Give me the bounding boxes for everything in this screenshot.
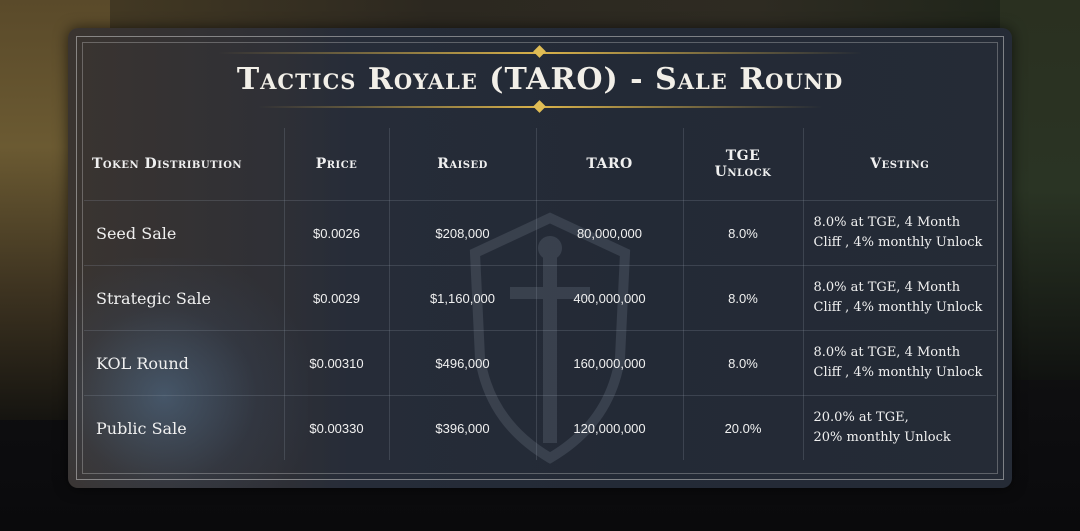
page-title: Tactics Royale (TARO) - Sale Round (236, 62, 844, 97)
row-vesting: 20.0% at TGE, 20% monthly Unlock (802, 395, 996, 460)
row-taro: 120,000,000 (535, 395, 684, 460)
row-name: KOL Round (84, 330, 285, 396)
row-raised: $1,160,000 (388, 265, 537, 331)
table-header-row: Token Distribution Price Raised TARO TGE… (84, 128, 996, 201)
row-tge-unlock: 20.0% (682, 395, 804, 460)
table-row: KOL Round $0.00310 $496,000 160,000,000 … (84, 330, 996, 396)
row-raised: $496,000 (388, 330, 537, 396)
panel-frame-outer (76, 36, 1004, 480)
background-right-foliage (1000, 0, 1080, 380)
table-row: Strategic Sale $0.0029 $1,160,000 400,00… (84, 265, 996, 331)
vesting-line-2: Cliff , 4% monthly Unlock (813, 365, 983, 380)
sale-round-panel: Tactics Royale (TARO) - Sale Round Token… (68, 28, 1012, 488)
vesting-line-2: 20% monthly Unlock (813, 430, 951, 445)
row-raised: $208,000 (388, 200, 537, 266)
row-raised: $396,000 (388, 395, 537, 460)
table-row: Seed Sale $0.0026 $208,000 80,000,000 8.… (84, 200, 996, 266)
row-tge-unlock: 8.0% (682, 200, 804, 266)
row-vesting: 8.0% at TGE, 4 Month Cliff , 4% monthly … (802, 200, 996, 266)
row-price: $0.0026 (283, 200, 390, 266)
row-price: $0.00330 (283, 395, 390, 460)
title-gold-diamond-top (533, 45, 546, 58)
col-header-tge-unlock: TGE Unlock (682, 128, 804, 201)
row-tge-unlock: 8.0% (682, 330, 804, 396)
title-gold-diamond-bottom (533, 100, 546, 113)
title-banner: Tactics Royale (TARO) - Sale Round (68, 45, 1012, 118)
vesting-line-2: Cliff , 4% monthly Unlock (813, 300, 983, 315)
col-header-taro: TARO (535, 128, 684, 201)
table-row: Public Sale $0.00330 $396,000 120,000,00… (84, 395, 996, 460)
row-taro: 80,000,000 (535, 200, 684, 266)
sale-round-table: Token Distribution Price Raised TARO TGE… (84, 128, 996, 460)
vesting-line-2: Cliff , 4% monthly Unlock (813, 235, 983, 250)
vesting-line-1: 20.0% at TGE, (813, 410, 909, 425)
row-vesting: 8.0% at TGE, 4 Month Cliff , 4% monthly … (802, 330, 996, 396)
col-header-token-distribution: Token Distribution (84, 128, 285, 201)
row-price: $0.0029 (283, 265, 390, 331)
row-tge-unlock: 8.0% (682, 265, 804, 331)
row-name: Strategic Sale (84, 265, 285, 331)
col-header-price: Price (283, 128, 390, 201)
vesting-line-1: 8.0% at TGE, 4 Month (813, 280, 961, 295)
col-header-vesting: Vesting (802, 128, 996, 201)
row-taro: 160,000,000 (535, 330, 684, 396)
row-price: $0.00310 (283, 330, 390, 396)
vesting-line-1: 8.0% at TGE, 4 Month (813, 345, 961, 360)
panel-frame-inner (82, 42, 998, 474)
row-name: Seed Sale (84, 200, 285, 266)
col-header-raised: Raised (388, 128, 537, 201)
vesting-line-1: 8.0% at TGE, 4 Month (813, 215, 961, 230)
row-name: Public Sale (84, 395, 285, 460)
row-taro: 400,000,000 (535, 265, 684, 331)
row-vesting: 8.0% at TGE, 4 Month Cliff , 4% monthly … (802, 265, 996, 331)
